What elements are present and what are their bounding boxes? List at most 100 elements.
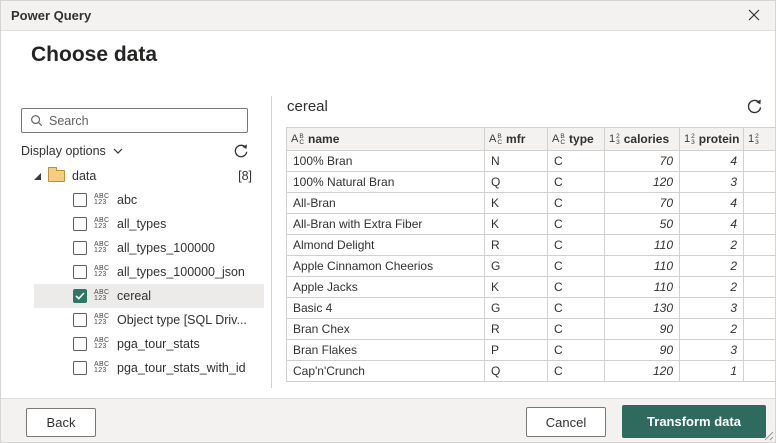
table-cell: Apple Cinnamon Cheerios	[286, 255, 485, 277]
search-input[interactable]	[49, 113, 239, 128]
any-type-icon: ABC 123	[94, 216, 110, 230]
close-button[interactable]	[743, 5, 765, 27]
tree-item-label: all_types	[117, 217, 167, 231]
table-row: Bran Flakes P C 90 3	[286, 339, 775, 361]
table-cell: 4	[679, 192, 744, 214]
column-header-label: name	[308, 132, 340, 146]
tree-item-all_types_100000_json[interactable]: ABC 123 all_types_100000_json	[34, 260, 264, 284]
tree-item-Object type [SQL Driv...[interactable]: ABC 123 Object type [SQL Driv...	[34, 308, 264, 332]
tree-item-all_types[interactable]: ABC 123 all_types	[34, 212, 264, 236]
tree-item-label: all_types_100000	[117, 241, 215, 255]
table-cell: 110	[604, 276, 680, 298]
table-cell: R	[484, 318, 548, 340]
table-row: All-Bran K C 70 4	[286, 192, 775, 214]
table-cell: 120	[604, 360, 680, 382]
resize-gripper-icon[interactable]	[761, 428, 774, 441]
navigator-tree: data [8] ABC 123 abc ABC 123 all_types ABC 123 a…	[34, 164, 264, 380]
table-cell: C	[547, 234, 605, 256]
table-cell: Apple Jacks	[286, 276, 485, 298]
titlebar: Power Query	[1, 1, 775, 31]
any-type-icon: ABC 123	[94, 288, 110, 302]
column-header-protein[interactable]: 1 2 3 protein	[679, 127, 744, 151]
table-cell: 3	[679, 171, 744, 193]
table-cell	[743, 234, 775, 256]
tree-item-label: cereal	[117, 289, 152, 303]
table-row: Bran Chex R C 90 2	[286, 318, 775, 340]
table-cell: All-Bran	[286, 192, 485, 214]
table-cell: 50	[604, 213, 680, 235]
tree-item-abc[interactable]: ABC 123 abc	[34, 188, 264, 212]
display-options-button[interactable]: Display options	[21, 144, 123, 158]
table-cell: P	[484, 339, 548, 361]
folder-icon	[48, 167, 65, 182]
tree-item-label: all_types_100000_json	[117, 265, 245, 279]
tree-item-all_types_100000[interactable]: ABC 123 all_types_100000	[34, 236, 264, 260]
tree-item-cereal[interactable]: ABC 123 cereal	[34, 284, 264, 308]
checkbox-checked[interactable]	[73, 289, 87, 303]
cancel-button[interactable]: Cancel	[526, 407, 606, 437]
tree-folder-row[interactable]: data [8]	[34, 164, 264, 188]
checkbox-unchecked[interactable]	[73, 313, 87, 327]
refresh-icon	[746, 98, 763, 115]
table-cell	[743, 192, 775, 214]
table-cell: All-Bran with Extra Fiber	[286, 213, 485, 235]
tree-item-pga_tour_stats_with_id[interactable]: ABC 123 pga_tour_stats_with_id	[34, 356, 264, 380]
window-title: Power Query	[11, 8, 92, 23]
options-row: Display options	[21, 143, 249, 159]
column-header-calories[interactable]: 1 2 3 calories	[604, 127, 680, 151]
table-cell: 90	[604, 339, 680, 361]
tree-items: ABC 123 abc ABC 123 all_types ABC 123 all_types_…	[34, 188, 264, 380]
checkbox-unchecked[interactable]	[73, 361, 87, 375]
checkbox-unchecked[interactable]	[73, 241, 87, 255]
table-cell: K	[484, 276, 548, 298]
table-row: Almond Delight R C 110 2	[286, 234, 775, 256]
table-cell	[743, 213, 775, 235]
expand-collapse-icon[interactable]	[34, 172, 41, 180]
checkbox-unchecked[interactable]	[73, 193, 87, 207]
table-cell	[743, 150, 775, 172]
any-type-icon: ABC 123	[94, 240, 110, 254]
table-cell: Q	[484, 171, 548, 193]
table-cell: C	[547, 318, 605, 340]
table-cell	[743, 318, 775, 340]
checkbox-unchecked[interactable]	[73, 337, 87, 351]
table-cell	[743, 297, 775, 319]
refresh-icon	[233, 143, 249, 159]
table-cell: 90	[604, 318, 680, 340]
table-cell: G	[484, 255, 548, 277]
tree-item-label: abc	[117, 193, 138, 207]
any-type-icon: ABC 123	[94, 360, 110, 374]
tree-item-label: Object type [SQL Driv...	[117, 313, 247, 327]
table-cell: Bran Flakes	[286, 339, 485, 361]
table-row: Basic 4 G C 130 3	[286, 297, 775, 319]
tree-item-label: pga_tour_stats_with_id	[117, 361, 246, 375]
search-box[interactable]	[21, 108, 248, 133]
transform-data-button[interactable]: Transform data	[622, 405, 766, 438]
footer: Back Cancel Transform data	[1, 398, 775, 442]
any-type-icon: ABC 123	[94, 312, 110, 326]
table-cell: Q	[484, 360, 548, 382]
refresh-button[interactable]	[233, 143, 249, 159]
table-cell: 4	[679, 150, 744, 172]
table-cell: Cap'n'Crunch	[286, 360, 485, 382]
table-cell: C	[547, 150, 605, 172]
table-cell	[743, 276, 775, 298]
checkbox-unchecked[interactable]	[73, 217, 87, 231]
table-cell	[743, 339, 775, 361]
checkbox-unchecked[interactable]	[73, 265, 87, 279]
table-cell: C	[547, 171, 605, 193]
tree-item-pga_tour_stats[interactable]: ABC 123 pga_tour_stats	[34, 332, 264, 356]
preview-refresh-button[interactable]	[746, 98, 763, 115]
table-cell	[743, 255, 775, 277]
close-icon	[748, 9, 760, 24]
back-button[interactable]: Back	[26, 408, 96, 437]
